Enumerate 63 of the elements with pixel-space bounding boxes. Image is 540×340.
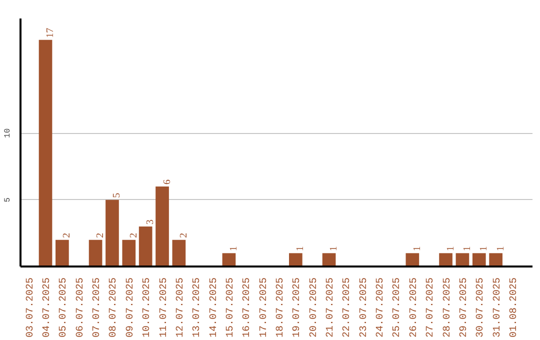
x-tick-label: 05.07.2025 [58, 277, 70, 338]
x-tick-label: 31.07.2025 [492, 277, 504, 338]
data-label: 2 [95, 232, 106, 238]
x-tick-label: 14.07.2025 [208, 277, 220, 338]
data-label: 1 [295, 246, 306, 252]
data-label: 1 [412, 246, 423, 252]
x-tick-label: 17.07.2025 [258, 277, 270, 338]
x-tick-label: 25.07.2025 [392, 277, 404, 338]
bar [38, 40, 52, 266]
data-label: 1 [478, 246, 490, 252]
x-tick-label: 27.07.2025 [426, 277, 437, 338]
x-tick-label: 26.07.2025 [408, 277, 420, 338]
x-tick-label: 01.08.2025 [508, 277, 520, 338]
data-label: 1 [445, 246, 456, 252]
y-tick-label: 10 [4, 128, 12, 138]
bar [122, 240, 136, 266]
bar [156, 186, 169, 266]
x-tick-label: 29.07.2025 [458, 277, 470, 338]
bar [88, 240, 102, 266]
data-label: 1 [462, 246, 473, 252]
x-tick-label: 08.07.2025 [108, 277, 120, 338]
x-tick-label: 07.07.2025 [92, 277, 104, 338]
bar [489, 253, 502, 266]
x-tick-label: 30.07.2025 [476, 277, 487, 338]
x-tick-label: 10.07.2025 [142, 277, 154, 338]
bar [222, 253, 236, 266]
data-label: 5 [112, 192, 123, 198]
data-label: 2 [62, 232, 73, 238]
x-tick-label: 21.07.2025 [326, 277, 337, 338]
bar [406, 253, 420, 266]
data-label: 1 [495, 246, 506, 252]
bar [56, 240, 69, 266]
x-tick-label: 22.07.2025 [342, 277, 354, 338]
data-label: 2 [128, 232, 140, 238]
data-label: 17 [45, 28, 56, 38]
bar [172, 240, 186, 266]
bar [472, 253, 486, 266]
x-tick-label: 23.07.2025 [358, 277, 370, 338]
bar [106, 200, 119, 266]
bar [289, 253, 302, 266]
x-tick-label: 03.07.2025 [25, 277, 36, 338]
data-label: 1 [328, 246, 340, 252]
x-tick-label: 13.07.2025 [192, 277, 204, 338]
x-tick-label: 09.07.2025 [125, 277, 136, 338]
bar [138, 226, 152, 266]
bar [456, 253, 470, 266]
bar [322, 253, 336, 266]
x-tick-label: 20.07.2025 [308, 277, 320, 338]
data-label: 1 [228, 246, 240, 252]
bar [439, 253, 452, 266]
x-tick-label: 16.07.2025 [242, 277, 254, 338]
x-tick-label: 06.07.2025 [75, 277, 86, 338]
x-tick-label: 15.07.2025 [225, 277, 236, 338]
x-tick-label: 12.07.2025 [175, 277, 186, 338]
data-label: 2 [178, 232, 190, 238]
x-tick-label: 19.07.2025 [292, 277, 304, 338]
x-tick-label: 18.07.2025 [276, 277, 286, 338]
x-tick-label: 04.07.2025 [42, 277, 54, 338]
data-label: 3 [145, 220, 156, 224]
x-tick-label: 11.07.2025 [158, 277, 170, 338]
x-tick-label: 28.07.2025 [442, 277, 454, 338]
x-tick-label: 24.07.2025 [376, 277, 387, 338]
data-label: 6 [162, 180, 173, 184]
